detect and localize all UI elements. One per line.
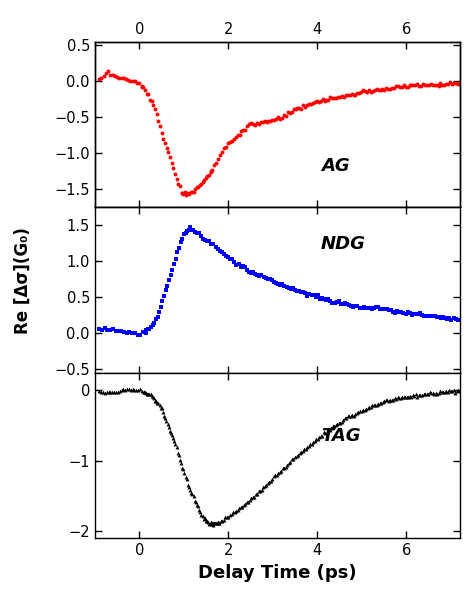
X-axis label: Delay Time (ps): Delay Time (ps) [198, 564, 356, 582]
Text: AG: AG [321, 157, 350, 175]
Text: NDG: NDG [321, 234, 366, 253]
Text: Re [Δσ](G₀): Re [Δσ](G₀) [14, 228, 32, 334]
Text: TAG: TAG [321, 426, 361, 445]
